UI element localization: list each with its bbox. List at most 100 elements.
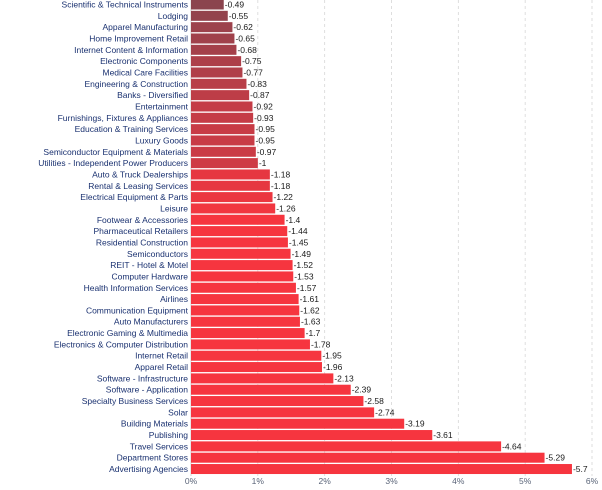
value-label: -1 [259, 158, 267, 168]
value-label: -1.62 [300, 305, 320, 315]
bar[interactable] [191, 384, 351, 395]
category-label: Apparel Retail [135, 362, 189, 372]
category-label: Electronic Components [100, 56, 188, 66]
bar[interactable] [191, 169, 270, 180]
x-tick-layer: 0% 1% 2% 3% 4% 5% 6% [185, 476, 599, 486]
bar[interactable] [191, 101, 253, 112]
bar[interactable] [191, 78, 247, 89]
category-label: Airlines [160, 294, 188, 304]
category-label: Travel Services [130, 441, 188, 451]
value-label: -0.75 [242, 56, 262, 66]
bar[interactable] [191, 90, 250, 101]
bar[interactable] [191, 237, 288, 248]
category-label: Auto Manufacturers [114, 317, 188, 327]
bar[interactable] [191, 373, 334, 384]
x-tick-label: 0% [185, 476, 198, 486]
bar[interactable] [191, 226, 288, 237]
value-label: -1.44 [288, 226, 308, 236]
category-label: REIT - Hotel & Motel [110, 260, 188, 270]
value-label: -1.53 [294, 271, 314, 281]
category-label: Electrical Equipment & Parts [80, 192, 188, 202]
x-tick-label: 6% [586, 476, 599, 486]
bar[interactable] [191, 112, 254, 123]
value-label: -1.26 [276, 203, 296, 213]
bar[interactable] [191, 430, 433, 441]
bar[interactable] [191, 339, 310, 350]
value-label: -4.64 [502, 441, 522, 451]
value-label: -0.68 [237, 45, 257, 55]
value-label: -1.78 [311, 339, 331, 349]
value-label: -1.96 [323, 362, 343, 372]
value-label: -1.18 [271, 181, 291, 191]
category-label: Residential Construction [96, 237, 188, 247]
value-label: -0.83 [247, 79, 267, 89]
bar[interactable] [191, 146, 256, 157]
bar[interactable] [191, 350, 322, 361]
category-label: Department Stores [117, 453, 188, 463]
bar[interactable] [191, 294, 299, 305]
x-tick-label: 4% [452, 476, 465, 486]
bar-layer [191, 0, 572, 475]
category-label: Specialty Business Services [82, 396, 188, 406]
value-label: -5.7 [573, 464, 588, 474]
bar[interactable] [191, 316, 300, 327]
bar[interactable] [191, 328, 305, 339]
category-label: Leisure [160, 203, 188, 213]
bar[interactable] [191, 452, 545, 463]
x-tick-label: 5% [519, 476, 532, 486]
bar[interactable] [191, 248, 291, 259]
bar[interactable] [191, 305, 300, 316]
bar[interactable] [191, 282, 296, 293]
value-label: -2.13 [334, 373, 354, 383]
category-label: Health Information Services [84, 283, 188, 293]
category-label: Semiconductors [127, 249, 188, 259]
bar[interactable] [191, 214, 285, 225]
value-label: -2.58 [364, 396, 384, 406]
bar[interactable] [191, 441, 502, 452]
value-label: -0.87 [250, 90, 270, 100]
bar[interactable] [191, 362, 322, 373]
value-label: -0.93 [254, 113, 274, 123]
value-label: -1.61 [300, 294, 320, 304]
bar[interactable] [191, 33, 235, 44]
value-label: -1.49 [292, 249, 312, 259]
value-label: -1.4 [286, 215, 301, 225]
value-label: -1.52 [294, 260, 314, 270]
value-label: -1.18 [271, 169, 291, 179]
value-label: -1.63 [301, 317, 321, 327]
bar[interactable] [191, 260, 293, 271]
bar[interactable] [191, 407, 375, 418]
category-label-layer: Scientific & Technical InstrumentsLodgin… [38, 0, 188, 474]
category-label: Software - Infrastructure [97, 373, 188, 383]
category-label: Furnishings, Fixtures & Appliances [58, 113, 188, 123]
bar[interactable] [191, 271, 294, 282]
category-label: Computer Hardware [111, 271, 188, 281]
bar[interactable] [191, 418, 405, 429]
value-label: -1.45 [289, 237, 309, 247]
bar[interactable] [191, 0, 224, 10]
bar[interactable] [191, 10, 228, 21]
bar[interactable] [191, 44, 237, 55]
category-label: Auto & Truck Dealerships [92, 169, 188, 179]
category-label: Education & Training Services [75, 124, 188, 134]
category-label: Internet Retail [135, 351, 188, 361]
x-tick-label: 2% [319, 476, 332, 486]
category-label: Communication Equipment [86, 305, 189, 315]
bar[interactable] [191, 203, 276, 214]
value-label: -1.22 [274, 192, 294, 202]
bar[interactable] [191, 396, 364, 407]
value-label: -0.49 [225, 0, 245, 10]
bar[interactable] [191, 124, 255, 135]
category-label: Advertising Agencies [109, 464, 188, 474]
bar[interactable] [191, 135, 255, 146]
bar[interactable] [191, 22, 233, 33]
value-label: -1.95 [322, 351, 342, 361]
category-label: Apparel Manufacturing [102, 22, 188, 32]
bar[interactable] [191, 158, 258, 169]
bar[interactable] [191, 67, 243, 78]
bar[interactable] [191, 464, 572, 475]
bar[interactable] [191, 56, 242, 67]
bar[interactable] [191, 180, 270, 191]
bar[interactable] [191, 192, 273, 203]
